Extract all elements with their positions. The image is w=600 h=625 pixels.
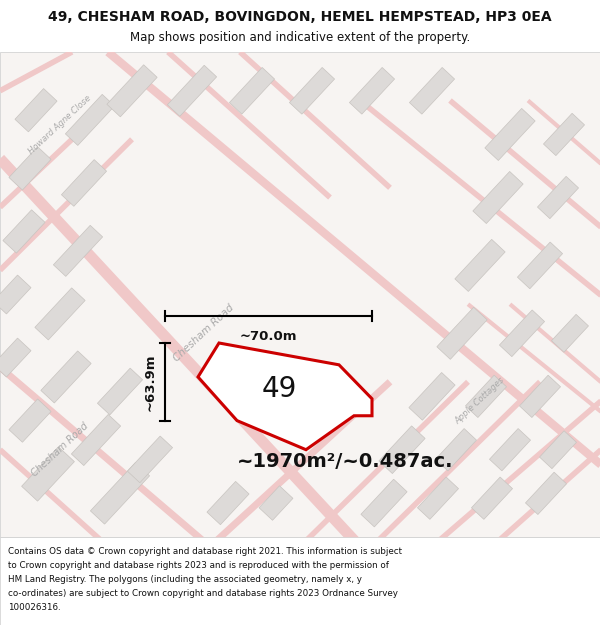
Polygon shape <box>198 343 372 450</box>
Text: ~63.9m: ~63.9m <box>144 353 157 411</box>
Bar <box>0 52 600 537</box>
Bar <box>0 0 600 52</box>
Bar <box>22 447 74 501</box>
Bar <box>455 239 505 291</box>
Bar <box>539 431 577 469</box>
Bar <box>437 308 487 359</box>
Bar <box>91 462 149 524</box>
Text: Howard Agne Close: Howard Agne Close <box>27 94 93 156</box>
Bar <box>466 375 506 418</box>
Text: 100026316.: 100026316. <box>8 603 61 612</box>
Bar <box>35 288 85 340</box>
Text: Apple Cottages: Apple Cottages <box>454 376 506 426</box>
Bar <box>61 159 107 206</box>
Bar <box>65 94 115 146</box>
Bar <box>538 176 578 219</box>
Bar <box>9 147 51 190</box>
Bar <box>499 310 545 357</box>
Bar <box>229 68 275 114</box>
Bar <box>490 429 530 471</box>
Bar <box>0 338 31 377</box>
Bar <box>436 429 476 471</box>
Text: ~70.0m: ~70.0m <box>240 331 297 343</box>
Bar <box>520 375 560 418</box>
Bar <box>517 242 563 289</box>
Bar <box>41 351 91 403</box>
Bar <box>544 113 584 156</box>
Bar <box>259 486 293 520</box>
Text: 49, CHESHAM ROAD, BOVINGDON, HEMEL HEMPSTEAD, HP3 0EA: 49, CHESHAM ROAD, BOVINGDON, HEMEL HEMPS… <box>48 10 552 24</box>
Bar <box>207 481 249 525</box>
Bar <box>3 210 45 253</box>
Bar <box>473 171 523 224</box>
Text: Chesham Road: Chesham Road <box>29 421 91 479</box>
Bar <box>485 108 535 161</box>
Bar <box>551 314 589 352</box>
Bar <box>127 436 173 482</box>
Bar <box>418 477 458 519</box>
Text: HM Land Registry. The polygons (including the associated geometry, namely x, y: HM Land Registry. The polygons (includin… <box>8 575 362 584</box>
Bar <box>107 65 157 117</box>
Bar <box>97 368 143 415</box>
Bar <box>361 479 407 527</box>
Text: Chesham Road: Chesham Road <box>172 303 236 364</box>
Text: ~1970m²/~0.487ac.: ~1970m²/~0.487ac. <box>237 452 453 471</box>
Text: Contains OS data © Crown copyright and database right 2021. This information is : Contains OS data © Crown copyright and d… <box>8 547 402 556</box>
Bar <box>379 426 425 474</box>
Text: Map shows position and indicative extent of the property.: Map shows position and indicative extent… <box>130 31 470 44</box>
Bar <box>0 275 31 314</box>
Bar <box>409 372 455 420</box>
Bar <box>71 414 121 466</box>
Text: co-ordinates) are subject to Crown copyright and database rights 2023 Ordnance S: co-ordinates) are subject to Crown copyr… <box>8 589 398 598</box>
Bar <box>409 68 455 114</box>
Bar <box>15 89 57 132</box>
Text: 49: 49 <box>262 375 296 403</box>
Bar <box>53 226 103 276</box>
Bar <box>167 65 217 116</box>
Bar <box>289 68 335 114</box>
Bar <box>0 537 600 625</box>
Bar <box>526 472 566 514</box>
Bar <box>472 477 512 519</box>
Bar <box>9 399 51 442</box>
Bar <box>349 68 395 114</box>
Text: to Crown copyright and database rights 2023 and is reproduced with the permissio: to Crown copyright and database rights 2… <box>8 561 389 570</box>
